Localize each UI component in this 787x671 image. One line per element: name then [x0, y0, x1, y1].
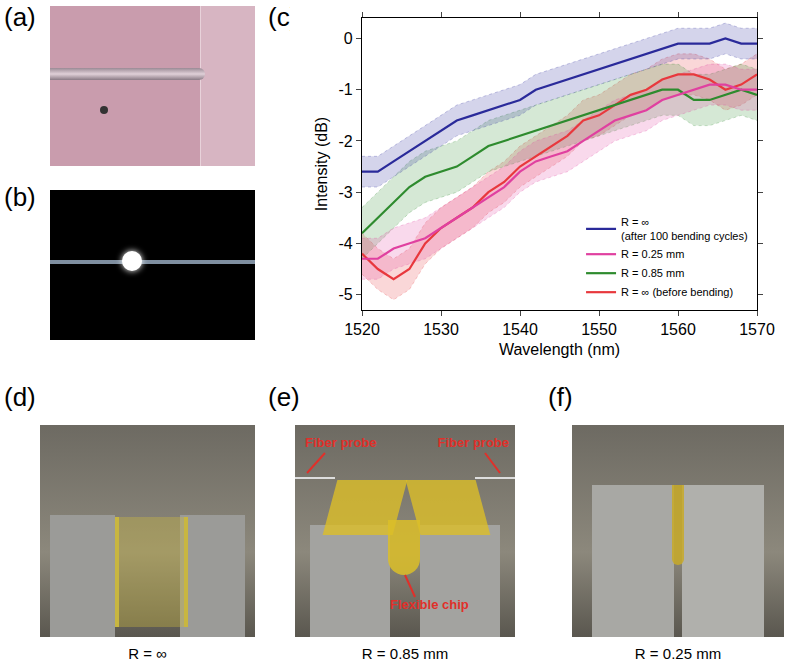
- html-text:R = 0.25 mm: R = 0.25 mm: [634, 645, 722, 662]
- svg-text:1570: 1570: [739, 321, 775, 338]
- html-text:R = 0.85 mm: R = 0.85 mm: [361, 645, 449, 662]
- html-text:Fiber probe: Fiber probe: [305, 435, 377, 450]
- svg-text:1530: 1530: [423, 321, 459, 338]
- html-text:(b): (b): [4, 182, 36, 212]
- html-text:(e): (e): [268, 382, 300, 412]
- svg-text:R = 0.25 mm: R = 0.25 mm: [621, 248, 684, 260]
- svg-text:-2: -2: [338, 133, 352, 150]
- html-text:(f): (f): [548, 382, 573, 412]
- svg-text:R = 0.85 mm: R = 0.85 mm: [621, 267, 684, 279]
- svg-text:0: 0: [344, 30, 353, 47]
- svg-text:R = ∞(after 100 bending cycles: R = ∞(after 100 bending cycles): [621, 216, 748, 242]
- html-text:(a): (a): [4, 2, 36, 32]
- html-text:R = ∞: R = ∞: [128, 645, 167, 662]
- html-text:(c): (c): [268, 2, 299, 32]
- svg-text:1540: 1540: [502, 321, 538, 338]
- svg-text:1520: 1520: [344, 321, 380, 338]
- html-text:Fiber probe: Fiber probe: [437, 435, 509, 450]
- svg-text:1550: 1550: [581, 321, 617, 338]
- svg-text:1560: 1560: [660, 321, 696, 338]
- svg-text:-3: -3: [338, 184, 352, 201]
- svg-text:Intensity (dB): Intensity (dB): [313, 117, 330, 211]
- svg-text:-1: -1: [338, 81, 352, 98]
- svg-text:-5: -5: [338, 286, 352, 303]
- html-text:(d): (d): [4, 382, 36, 412]
- svg-text:Wavelength (nm): Wavelength (nm): [499, 341, 620, 358]
- html-text:Flexible chip: Flexible chip: [390, 597, 469, 612]
- svg-text:-4: -4: [338, 235, 352, 252]
- svg-text:R = ∞ (before bending): R = ∞ (before bending): [621, 286, 733, 298]
